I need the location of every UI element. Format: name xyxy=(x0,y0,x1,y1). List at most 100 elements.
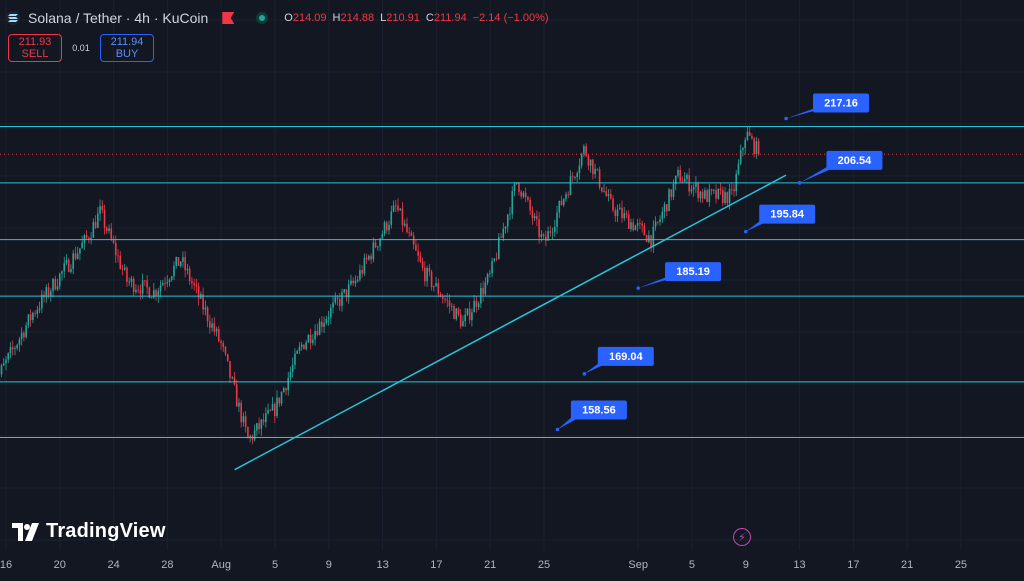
x-tick-label: Sep xyxy=(628,559,648,571)
flag-icon[interactable] xyxy=(222,12,234,24)
candle-body xyxy=(695,183,697,186)
candle-body xyxy=(740,150,742,164)
candle-body xyxy=(135,290,137,292)
candle-body xyxy=(619,208,621,210)
candle-body xyxy=(585,146,587,156)
lightning-icon[interactable]: ⚡ xyxy=(733,528,751,546)
candle-body xyxy=(390,211,392,225)
candle-body xyxy=(294,354,296,365)
candle-body xyxy=(446,300,448,301)
candle-body xyxy=(494,259,496,261)
sell-price: 211.93 xyxy=(19,36,52,48)
candle-body xyxy=(529,200,531,211)
sell-label: SELL xyxy=(22,48,49,60)
candle-body xyxy=(639,223,641,224)
candle-body xyxy=(265,413,267,422)
candle-body xyxy=(744,140,746,148)
candle-body xyxy=(473,301,475,312)
candle-body xyxy=(229,361,231,378)
chart-header: Solana / Tether · 4h · KuCoin O214.09 H2… xyxy=(6,8,549,28)
candle-body xyxy=(581,154,583,166)
buy-label: BUY xyxy=(116,48,139,60)
candle-body xyxy=(117,255,119,256)
candle-body xyxy=(567,194,569,195)
candle-body xyxy=(222,343,224,347)
candle-body xyxy=(601,187,603,191)
candle-body xyxy=(245,416,247,427)
ohlc-open-value: 214.09 xyxy=(293,12,327,24)
tradingview-logo-icon xyxy=(12,523,40,541)
candle-body xyxy=(523,193,525,197)
sell-button[interactable]: 211.93 SELL xyxy=(8,34,62,62)
candle-body xyxy=(509,214,511,215)
candle-body xyxy=(525,193,527,197)
candle-body xyxy=(657,222,659,223)
candle-body xyxy=(274,404,276,416)
candle-body xyxy=(462,321,464,326)
candle-body xyxy=(399,208,401,210)
candle-body xyxy=(34,313,36,314)
candle-body xyxy=(491,261,493,273)
candle-body xyxy=(166,282,168,283)
symbol-title[interactable]: Solana / Tether · 4h · KuCoin xyxy=(28,10,208,26)
candle-body xyxy=(650,235,652,246)
candle-body xyxy=(285,388,287,390)
candle-body xyxy=(507,215,509,227)
candle-body xyxy=(715,190,717,199)
candle-body xyxy=(375,242,377,247)
candle-body xyxy=(303,345,305,349)
market-status-icon[interactable] xyxy=(256,12,268,24)
candle-body xyxy=(655,222,657,227)
candle-body xyxy=(225,347,227,354)
buy-button[interactable]: 211.94 BUY xyxy=(100,34,154,62)
candle-body xyxy=(352,281,354,283)
candle-body xyxy=(30,314,32,319)
candle-body xyxy=(330,308,332,318)
candle-body xyxy=(554,227,556,232)
candle-body xyxy=(422,262,424,268)
candle-body xyxy=(709,189,711,202)
candle-body xyxy=(679,170,681,181)
candle-body xyxy=(726,192,728,203)
candle-body xyxy=(54,279,56,289)
tradingview-watermark[interactable]: TradingView xyxy=(12,520,166,543)
candle-body xyxy=(359,270,361,280)
candle-body xyxy=(281,392,283,403)
candle-body xyxy=(332,303,334,308)
candle-body xyxy=(106,228,108,231)
x-tick-label: 21 xyxy=(484,559,496,571)
candle-body xyxy=(209,321,211,327)
level-label-text: 185.19 xyxy=(676,266,710,278)
candle-body xyxy=(108,228,110,231)
candle-body xyxy=(718,189,720,199)
buy-price: 211.94 xyxy=(111,36,144,48)
candle-body xyxy=(155,290,157,296)
candle-body xyxy=(417,251,419,256)
candle-body xyxy=(720,189,722,191)
candle-body xyxy=(86,235,88,238)
candle-body xyxy=(368,256,370,260)
candle-body xyxy=(63,263,65,271)
x-tick-label: 24 xyxy=(107,559,119,571)
candle-body xyxy=(287,378,289,390)
candle-body xyxy=(308,335,310,343)
candle-body xyxy=(614,210,616,216)
x-tick-label: 13 xyxy=(793,559,805,571)
candle-body xyxy=(590,160,592,166)
candle-body xyxy=(72,253,74,269)
candle-body xyxy=(668,189,670,211)
candle-body xyxy=(278,398,280,404)
candle-body xyxy=(243,416,245,422)
candle-body xyxy=(366,258,368,260)
candle-body xyxy=(377,246,379,247)
candle-body xyxy=(747,132,749,140)
candle-body xyxy=(469,309,471,321)
candle-body xyxy=(133,279,135,292)
candle-body xyxy=(626,213,628,214)
candle-body xyxy=(187,269,189,270)
candle-body xyxy=(207,308,209,322)
candle-body xyxy=(541,234,543,237)
